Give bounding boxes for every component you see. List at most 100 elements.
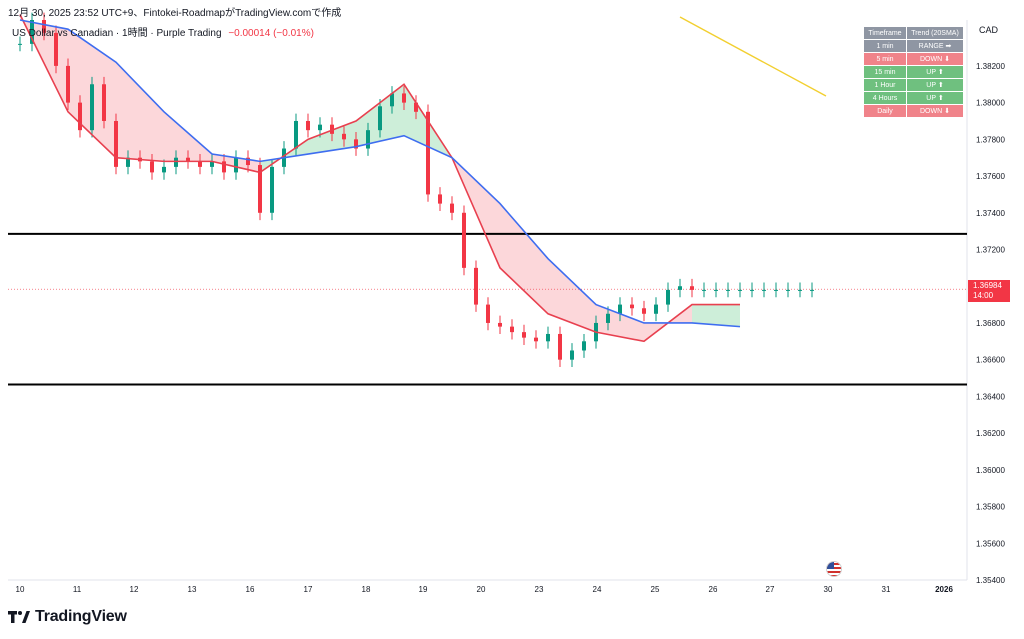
candle-body [630, 304, 634, 309]
candle-body [714, 289, 718, 291]
candle-body [750, 289, 754, 291]
candle-body [702, 289, 706, 291]
trend-row: 1 min RANGE ➡ [864, 40, 963, 52]
symbol-title[interactable]: US Dollar vs Canadian · 1時間 · Purple Tra… [12, 28, 222, 39]
y-tick-label: 1.36400 [976, 392, 1005, 401]
trend-row: Daily DOWN ⬇ [864, 105, 963, 117]
candle-body [558, 333, 562, 360]
y-tick-label: 1.35400 [976, 576, 1005, 585]
x-tick-label: 13 [188, 585, 197, 594]
x-tick-label: 27 [766, 585, 775, 594]
trend-timeframe: 4 Hours [864, 92, 906, 104]
x-tick-label: 24 [593, 585, 602, 594]
candle-body [510, 326, 514, 333]
candle-body [486, 304, 490, 323]
candle-body [462, 212, 466, 268]
tradingview-logo[interactable]: TradingView [8, 608, 127, 626]
header-trend: Trend (20SMA) [907, 27, 963, 39]
candle-body [114, 120, 118, 167]
x-tick-label: 31 [882, 585, 891, 594]
chart-caption: 12月 30, 2025 23:52 UTC+9、Fintokei-Roadma… [8, 8, 342, 19]
candle-body [66, 65, 70, 103]
candle-body [798, 289, 802, 291]
candle-body [306, 120, 310, 131]
candle-body [666, 289, 670, 305]
candle-body [774, 289, 778, 291]
y-tick-label: 1.37800 [976, 135, 1005, 144]
tradingview-logo-icon [8, 611, 30, 623]
ma-band-segment [692, 304, 740, 327]
candle-body [18, 43, 22, 45]
candle-body [726, 289, 730, 291]
x-tick-label: 10 [16, 585, 25, 594]
trend-value: UP ⬆ [907, 92, 963, 104]
candle-body [54, 32, 58, 66]
x-tick-label: 25 [651, 585, 660, 594]
trend-timeframe: 1 Hour [864, 79, 906, 91]
candle-body [174, 157, 178, 167]
candle-body [606, 313, 610, 323]
candle-body [546, 333, 550, 342]
x-tick-label: 18 [362, 585, 371, 594]
trend-table-header: Timeframe Trend (20SMA) [864, 27, 963, 39]
candle-body [810, 289, 814, 291]
x-tick-label: 17 [304, 585, 313, 594]
trend-table: Timeframe Trend (20SMA) 1 min RANGE ➡ 5 mi… [863, 26, 964, 118]
trend-row: 1 Hour UP ⬆ [864, 79, 963, 91]
us-flag-icon[interactable] [826, 561, 842, 577]
symbol-legend[interactable]: US Dollar vs Canadian · 1時間 · Purple Tra… [12, 24, 314, 39]
y-tick-label: 1.37600 [976, 172, 1005, 181]
trend-value: DOWN ⬇ [907, 105, 963, 117]
candle-body [390, 93, 394, 107]
x-tick-label: 11 [73, 585, 82, 594]
bar-countdown: 14:00 [973, 291, 994, 300]
candle-body [186, 157, 190, 162]
candle-body [90, 84, 94, 131]
support-resistance-lines [8, 232, 967, 386]
ma-band-segment [500, 203, 548, 314]
candle-body [402, 93, 406, 103]
currency-label: CAD [979, 25, 999, 35]
y-tick-label: 1.36200 [976, 429, 1005, 438]
candle-body [786, 289, 790, 291]
candle-body [162, 166, 166, 173]
candle-body [426, 111, 430, 195]
candle-body [378, 106, 382, 131]
candle-body [126, 157, 130, 167]
y-tick-label: 1.35800 [976, 503, 1005, 512]
y-tick-label: 1.35600 [976, 539, 1005, 548]
y-tick-label: 1.38000 [976, 99, 1005, 108]
slow-ma-line [19, 19, 741, 328]
time-axis: 10 11 12 13 16 17 18 19 20 23 24 25 26 27 30 31 2026 [16, 585, 954, 594]
trend-value: RANGE ➡ [907, 40, 963, 52]
ma-band-segment [164, 111, 212, 162]
last-price-tag: 1.36984 14:00 [968, 280, 1010, 302]
candle-body [246, 157, 250, 166]
x-tick-label: 16 [246, 585, 255, 594]
candle-body [234, 157, 238, 173]
candle-body [522, 332, 526, 338]
candle-body [294, 120, 298, 149]
price-change: −0.00014 (−0.01%) [228, 28, 314, 39]
candle-body [618, 304, 622, 314]
candle-body [438, 194, 442, 204]
y-tick-label: 1.36600 [976, 356, 1005, 365]
candle-body [318, 124, 322, 131]
candle-body [198, 161, 202, 167]
candle-body [642, 308, 646, 314]
candle-body [102, 84, 106, 121]
candle-body [450, 203, 454, 213]
x-tick-label: 30 [824, 585, 833, 594]
ma-band-layer [20, 14, 740, 342]
candle-body [654, 304, 658, 314]
y-tick-label: 1.37400 [976, 209, 1005, 218]
fast-ma-line [19, 14, 740, 343]
last-price: 1.36984 [973, 281, 1002, 290]
moving-average-lines [19, 14, 827, 343]
price-axis: 1.38200 1.38000 1.37800 1.37600 1.37400 1.372… [976, 62, 1005, 585]
x-tick-label: 26 [709, 585, 718, 594]
y-tick-label: 1.38200 [976, 62, 1005, 71]
trend-value: DOWN ⬇ [907, 53, 963, 65]
candle-body [738, 289, 742, 291]
